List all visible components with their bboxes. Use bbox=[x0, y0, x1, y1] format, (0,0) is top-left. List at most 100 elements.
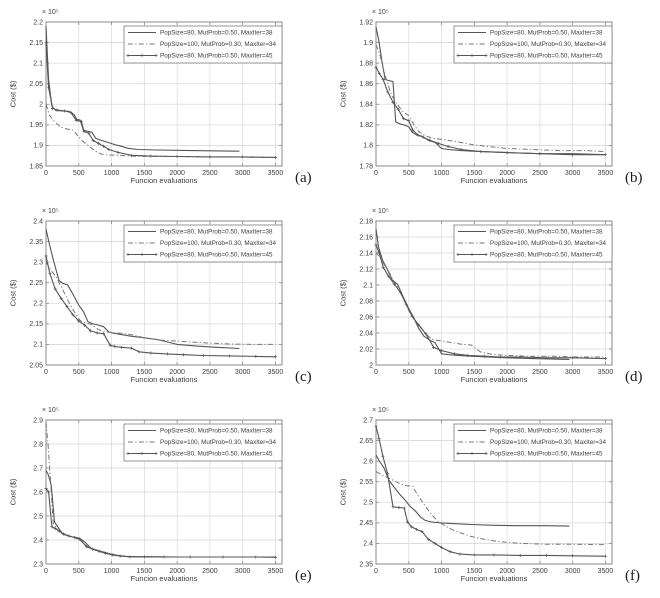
series-line-1 bbox=[45, 470, 276, 558]
y-tick-label: 2.7 bbox=[363, 417, 373, 424]
y-tick-label: 2.9 bbox=[33, 417, 43, 424]
y-tick-label: 2.15 bbox=[29, 40, 43, 47]
panel-label-f: (f) bbox=[625, 568, 640, 584]
x-tick-label: 0 bbox=[374, 170, 378, 177]
legend-sample-markers bbox=[456, 53, 488, 58]
x-axis-label: Funcion evaluations bbox=[460, 574, 528, 583]
y-tick-label: 2.1 bbox=[33, 342, 43, 349]
x-tick-label: 3000 bbox=[235, 568, 251, 575]
y-tick-label: 2.45 bbox=[359, 520, 373, 527]
x-tick-label: 3500 bbox=[598, 369, 614, 376]
x-axis-label: Funcion evaluations bbox=[460, 375, 528, 384]
x-tick-label: 3000 bbox=[565, 170, 581, 177]
chart-canvas-e: 0 500 1000 1500 2000 2500 3000 3500 2.3 2.4 2.5 2.6… bbox=[33, 417, 284, 575]
y-tick-label: 2.65 bbox=[359, 438, 373, 445]
y-tick-label: 2.2 bbox=[33, 301, 43, 308]
y-tick-label: 2.35 bbox=[359, 561, 373, 568]
y-tick-label: 2.02 bbox=[359, 346, 373, 353]
y-axis-exponent: × 10⁵ bbox=[42, 407, 59, 414]
x-tick-label: 500 bbox=[403, 369, 415, 376]
x-tick-label: 1000 bbox=[434, 369, 450, 376]
y-tick-label: 2.18 bbox=[359, 218, 373, 225]
x-tick-label: 2500 bbox=[202, 369, 218, 376]
legend-label-2: PopSize=100, MutProb=0.30, MaxIter=34 bbox=[160, 240, 277, 247]
subplot-c: 0 500 1000 1500 2000 2500 3000 3500 2.05 2.1 2.15 2… bbox=[0, 199, 330, 398]
x-tick-label: 3500 bbox=[598, 568, 614, 575]
x-tick-label: 3000 bbox=[565, 568, 581, 575]
x-tick-label: 3000 bbox=[565, 369, 581, 376]
legend-label-1: PopSize=80, MutProb=0.50, MaxIter=38 bbox=[160, 30, 273, 37]
y-axis-exponent: × 10⁵ bbox=[372, 407, 389, 414]
x-tick-label: 2500 bbox=[202, 170, 218, 177]
series-line-3 bbox=[375, 67, 606, 156]
y-tick-label: 1.95 bbox=[29, 122, 43, 129]
y-tick-label: 2.4 bbox=[33, 537, 43, 544]
x-tick-label: 2500 bbox=[532, 369, 548, 376]
legend-label-2: PopSize=100, MutProb=0.30, MaxIter=34 bbox=[160, 41, 277, 48]
y-tick-label: 2.1 bbox=[33, 60, 43, 67]
x-tick-label: 3500 bbox=[268, 568, 284, 575]
y-axis-label: Cost ($) bbox=[8, 279, 18, 307]
subplot-e: 0 500 1000 1500 2000 2500 3000 3500 2.3 2.4 2.5 2.6… bbox=[0, 398, 330, 597]
x-axis-label: Funcion evaluations bbox=[130, 176, 198, 185]
y-tick-label: 1.8 bbox=[363, 143, 373, 150]
subplot-b: 0 500 1000 1500 2000 2500 3000 3500 1.78 1.8 1.82 1… bbox=[330, 0, 660, 199]
x-tick-label: 1000 bbox=[104, 369, 120, 376]
x-tick-label: 3000 bbox=[235, 369, 251, 376]
legend-label-1: PopSize=80, MutProb=0.50, MaxIter=38 bbox=[490, 229, 603, 236]
x-tick-label: 3500 bbox=[268, 170, 284, 177]
x-tick-label: 500 bbox=[73, 568, 85, 575]
legend-label-2: PopSize=100, MutProb=0.30, MaxIter=34 bbox=[490, 41, 607, 48]
x-axis-label: Funcion evaluations bbox=[130, 375, 198, 384]
series-markers-3 bbox=[374, 424, 608, 558]
y-tick-label: 1.9 bbox=[33, 143, 43, 150]
y-tick-label: 1.92 bbox=[359, 19, 373, 26]
y-tick-label: 1.78 bbox=[359, 163, 373, 170]
y-tick-label: 1.84 bbox=[359, 102, 373, 109]
series-line-2 bbox=[375, 470, 606, 546]
x-tick-label: 2000 bbox=[169, 170, 185, 177]
series-line-2 bbox=[375, 44, 606, 153]
x-axis-label: Funcion evaluations bbox=[460, 176, 528, 185]
legend-sample-markers bbox=[126, 451, 158, 456]
series-markers-3 bbox=[44, 40, 278, 159]
axis-box bbox=[375, 21, 613, 167]
y-tick-label: 2.4 bbox=[33, 218, 43, 225]
legend-label-2: PopSize=100, MutProb=0.30, MaxIter=34 bbox=[490, 439, 607, 446]
series-line-3 bbox=[375, 244, 606, 360]
legend-label-3: PopSize=80, MutProb=0.50, MaxIter=45 bbox=[160, 451, 273, 458]
x-tick-label: 1500 bbox=[137, 170, 153, 177]
legend-sample-markers bbox=[126, 252, 158, 257]
y-tick-label: 1.9 bbox=[363, 40, 373, 47]
x-tick-label: 1000 bbox=[434, 568, 450, 575]
series-line-3 bbox=[45, 488, 276, 558]
y-tick-label: 2.5 bbox=[33, 513, 43, 520]
subplot-a: 0 500 1000 1500 2000 2500 3000 3500 1.85 1.9 1.95 2… bbox=[0, 0, 330, 199]
x-tick-label: 1500 bbox=[467, 568, 483, 575]
x-tick-label: 500 bbox=[73, 170, 85, 177]
x-tick-label: 3500 bbox=[268, 369, 284, 376]
y-tick-label: 2.06 bbox=[359, 314, 373, 321]
panel-label-c: (c) bbox=[295, 369, 312, 385]
series-line-2 bbox=[45, 261, 276, 345]
y-tick-label: 2.3 bbox=[33, 561, 43, 568]
legend-label-3: PopSize=80, MutProb=0.50, MaxIter=45 bbox=[490, 252, 603, 259]
y-tick-label: 2.1 bbox=[363, 282, 373, 289]
x-tick-label: 1500 bbox=[137, 568, 153, 575]
chart-canvas-f: 0 500 1000 1500 2000 2500 3000 3500 2.35 2.4 2.45 2… bbox=[359, 417, 614, 575]
y-tick-label: 2.16 bbox=[359, 234, 373, 241]
y-tick-label: 2.08 bbox=[359, 298, 373, 305]
chart-canvas-d: 0 500 1000 1500 2000 2500 3000 3500 2 2.02 2.04 2.0… bbox=[359, 218, 614, 376]
y-axis-exponent: × 10⁵ bbox=[42, 9, 59, 16]
x-tick-label: 500 bbox=[403, 170, 415, 177]
y-axis-label: Cost ($) bbox=[338, 279, 348, 307]
x-tick-label: 3500 bbox=[598, 170, 614, 177]
y-axis-exponent: × 10⁵ bbox=[372, 9, 389, 16]
x-tick-label: 1500 bbox=[137, 369, 153, 376]
y-tick-label: 1.88 bbox=[359, 60, 373, 67]
legend-sample-markers bbox=[456, 451, 488, 456]
x-tick-label: 0 bbox=[44, 170, 48, 177]
x-tick-label: 2000 bbox=[499, 170, 515, 177]
chart-canvas-a: 0 500 1000 1500 2000 2500 3000 3500 1.85 1.9 1.95 2… bbox=[29, 19, 284, 177]
series-line-1 bbox=[45, 229, 240, 350]
